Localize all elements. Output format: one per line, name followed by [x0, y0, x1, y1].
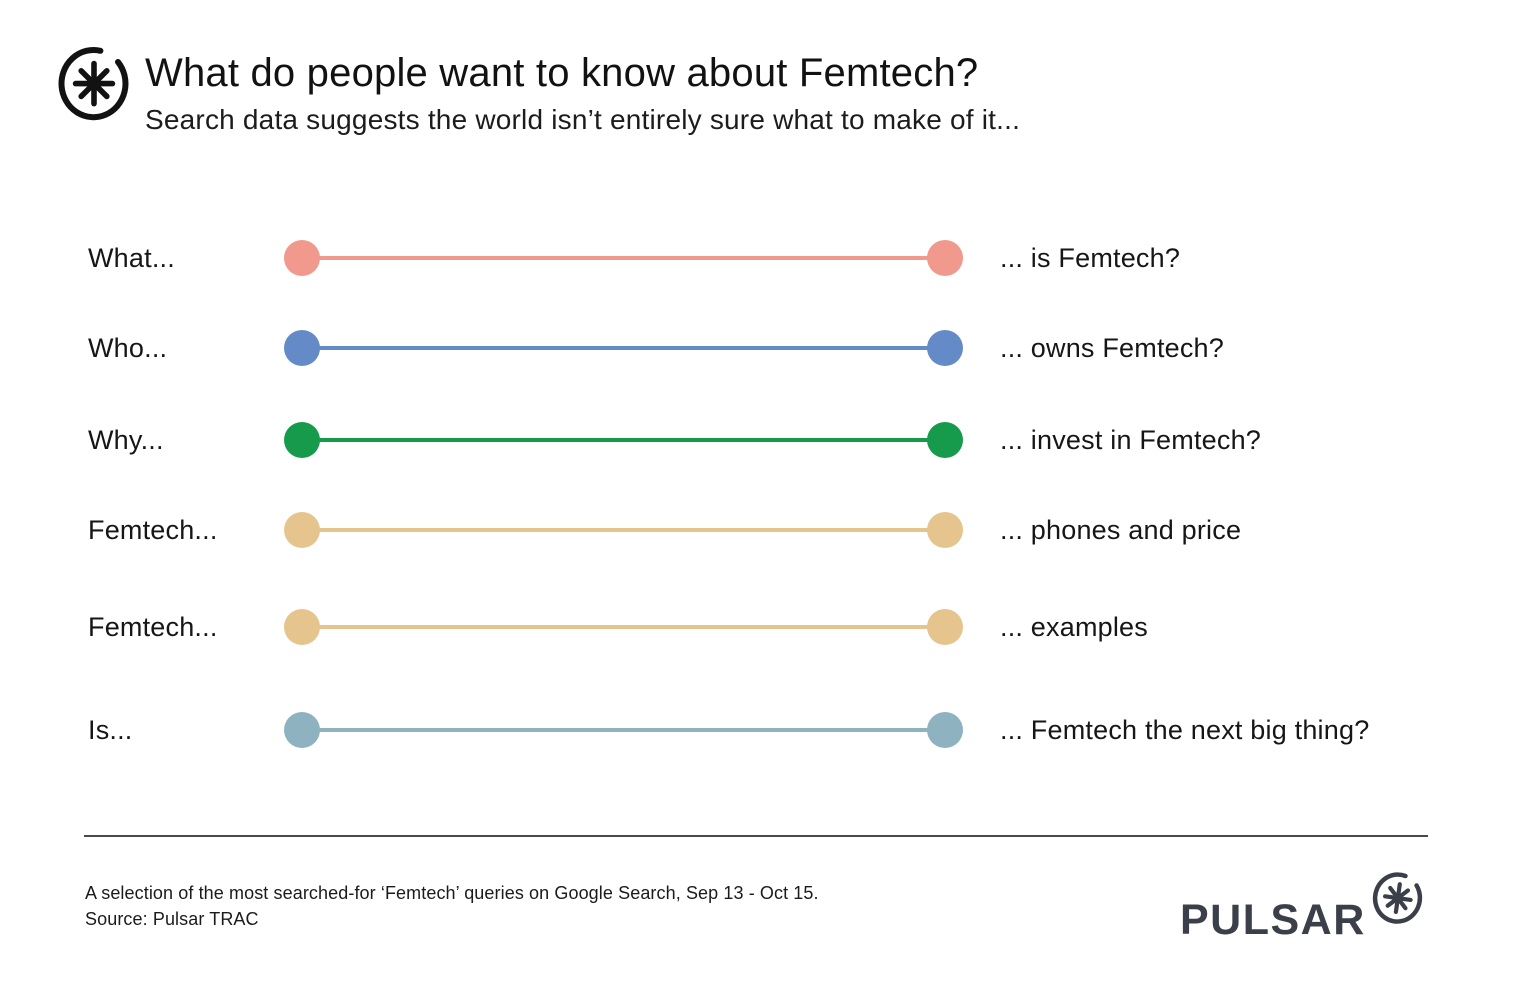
dumbbell-connector: [284, 422, 963, 458]
connector-line: [317, 256, 930, 260]
right-dot: [927, 240, 963, 276]
connector-line: [317, 346, 930, 350]
query-prefix: Femtech...: [88, 611, 218, 642]
dumbbell-connector: [284, 512, 963, 548]
footnote-source: Source: Pulsar TRAC: [85, 909, 259, 930]
footer-divider: [84, 835, 1428, 837]
header: What do people want to know about Femtec…: [145, 50, 1020, 136]
connector-line: [317, 438, 930, 442]
query-row-femtech-2: Femtech... ... examples: [88, 609, 1148, 645]
query-row-why: Why... ... invest in Femtech?: [88, 422, 1261, 458]
dumbbell-connector: [284, 330, 963, 366]
query-suffix: ... owns Femtech?: [1000, 332, 1224, 363]
footnote-line-1: A selection of the most searched-for ‘Fe…: [85, 883, 819, 903]
pulsar-brand: PULSAR: [1180, 866, 1426, 945]
asterisk-circle-logo-icon: [58, 47, 129, 121]
query-row-what: What... ... is Femtech?: [88, 240, 1180, 276]
left-dot: [284, 240, 320, 276]
query-suffix: ... Femtech the next big thing?: [1000, 714, 1370, 745]
connector-line: [317, 728, 930, 732]
right-dot: [927, 712, 963, 748]
query-prefix: Femtech...: [88, 514, 218, 545]
right-dot: [927, 422, 963, 458]
asterisk-circle-logo-icon: [1372, 872, 1422, 924]
left-dot: [284, 422, 320, 458]
dumbbell-connector: [284, 240, 963, 276]
footnote: A selection of the most searched-for ‘Fe…: [85, 880, 819, 932]
query-prefix: What...: [88, 242, 175, 273]
query-row-femtech-1: Femtech... ... phones and price: [88, 512, 1241, 548]
connector-line: [317, 528, 930, 532]
page-title: What do people want to know about Femtec…: [145, 51, 979, 95]
left-dot: [284, 609, 320, 645]
query-row-who: Who... ... owns Femtech?: [88, 330, 1224, 366]
left-dot: [284, 330, 320, 366]
query-row-is: Is... ... Femtech the next big thing?: [88, 712, 1369, 748]
query-suffix: ... invest in Femtech?: [1000, 424, 1262, 455]
pulsar-wordmark: PULSAR: [1180, 896, 1366, 944]
query-prefix: Is...: [88, 714, 133, 745]
right-dot: [927, 609, 963, 645]
left-dot: [284, 512, 320, 548]
query-suffix: ... examples: [1000, 611, 1148, 642]
query-suffix: ... phones and price: [1000, 514, 1242, 545]
query-suffix: ... is Femtech?: [1000, 242, 1181, 273]
right-dot: [927, 512, 963, 548]
page-subtitle: Search data suggests the world isn’t ent…: [145, 104, 1021, 135]
query-prefix: Why...: [88, 424, 164, 455]
left-dot: [284, 712, 320, 748]
right-dot: [927, 330, 963, 366]
dumbbell-connector: [284, 609, 963, 645]
query-prefix: Who...: [88, 332, 168, 363]
dumbbell-connector: [284, 712, 963, 748]
connector-line: [317, 625, 930, 629]
